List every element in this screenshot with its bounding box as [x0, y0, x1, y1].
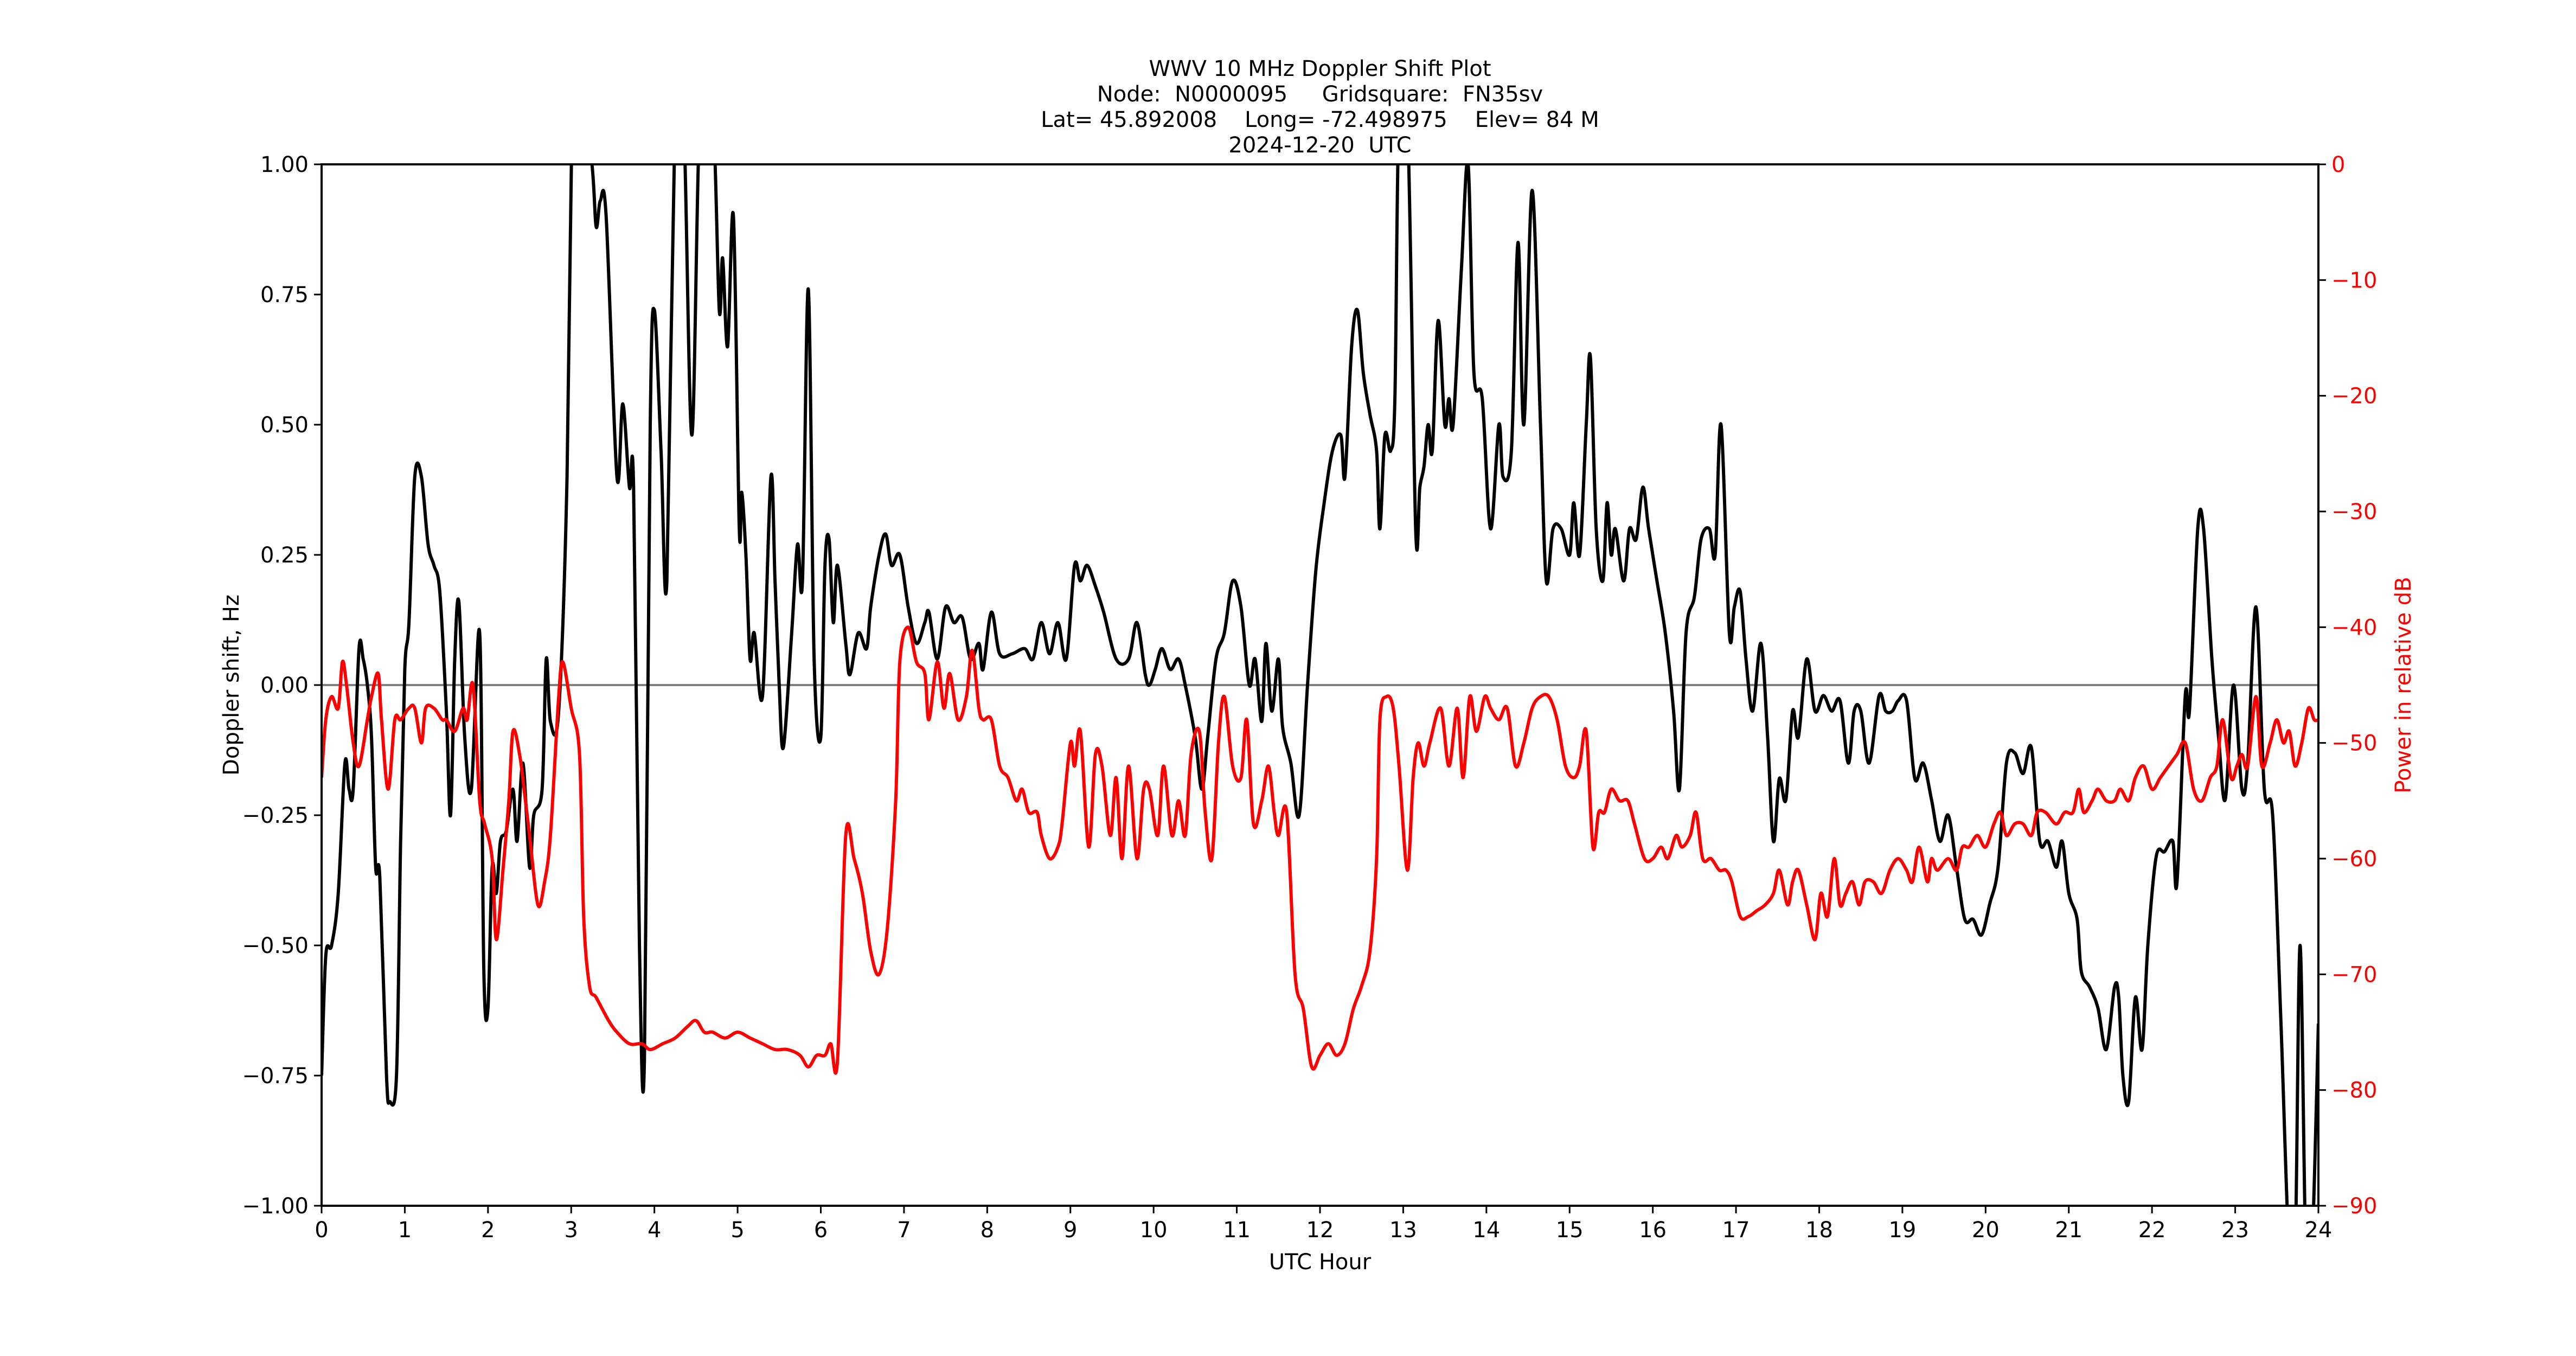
left-y-tick-label: 0.75 [260, 283, 309, 308]
right-y-tick-label: −20 [2331, 384, 2377, 409]
x-tick-label: 18 [1805, 1218, 1833, 1243]
x-tick-label: 1 [398, 1218, 412, 1243]
x-axis-label: UTC Hour [1269, 1250, 1372, 1275]
x-tick-label: 6 [814, 1218, 828, 1243]
power-db-line [322, 625, 2318, 1075]
title-line-main: WWV 10 MHz Doppler Shift Plot [1149, 56, 1491, 81]
left-y-tick-label: 0.00 [260, 673, 309, 698]
right-y-tick-label: −30 [2331, 500, 2377, 525]
x-tick-label: 7 [897, 1218, 911, 1243]
right-y-tick-label: −80 [2331, 1078, 2377, 1103]
left-y-tick-label: 1.00 [260, 152, 309, 177]
right-y-tick-label: −50 [2331, 731, 2377, 756]
x-tick-label: 20 [1972, 1218, 2000, 1243]
data-series-group [322, 164, 2318, 1206]
title-line-date: 2024-12-20 UTC [1228, 133, 1412, 158]
doppler-shift-line [322, 164, 2318, 1206]
x-tick-label: 19 [1888, 1218, 1916, 1243]
x-tick-label: 14 [1472, 1218, 1500, 1243]
right-y-tick-label: −70 [2331, 962, 2377, 987]
left-y-tick-label: −1.00 [242, 1194, 309, 1219]
right-y-axis-label: Power in relative dB [2391, 577, 2416, 793]
x-tick-label: 12 [1306, 1218, 1334, 1243]
left-y-axis-ticks: −1.00 −0.75 −0.50 −0.25 0.00 0.25 0.50 0.75 1.00 [242, 152, 322, 1219]
left-y-axis-label: Doppler shift, Hz [219, 594, 244, 776]
x-axis-ticks: 0 1 2 3 4 5 6 7 8 9 10 11 12 13 14 15 16 17 18 19 20 21 22 23 24 [315, 1206, 2332, 1243]
right-y-tick-label: 0 [2331, 152, 2345, 177]
x-tick-label: 3 [565, 1218, 578, 1243]
x-tick-label: 0 [315, 1218, 328, 1243]
x-tick-label: 13 [1389, 1218, 1417, 1243]
right-y-tick-label: −10 [2331, 268, 2377, 293]
x-tick-label: 11 [1223, 1218, 1251, 1243]
right-y-tick-label: −60 [2331, 847, 2377, 872]
x-tick-label: 2 [481, 1218, 495, 1243]
left-y-tick-label: 0.50 [260, 413, 309, 438]
chart-title: WWV 10 MHz Doppler Shift Plot Node: N000… [322, 56, 2318, 158]
x-tick-label: 4 [648, 1218, 661, 1243]
x-tick-label: 23 [2221, 1218, 2249, 1243]
x-tick-label: 24 [2305, 1218, 2333, 1243]
x-tick-label: 8 [981, 1218, 994, 1243]
x-tick-label: 21 [2055, 1218, 2082, 1243]
left-y-tick-label: −0.75 [242, 1064, 309, 1089]
left-y-tick-label: 0.25 [260, 543, 309, 568]
x-tick-label: 10 [1140, 1218, 1168, 1243]
x-tick-label: 15 [1556, 1218, 1584, 1243]
right-y-tick-label: −90 [2331, 1194, 2377, 1219]
x-tick-label: 9 [1063, 1218, 1077, 1243]
title-line-location: Lat= 45.892008 Long= -72.498975 Elev= 84… [1041, 107, 1599, 132]
left-y-tick-label: −0.50 [242, 933, 309, 958]
x-tick-label: 22 [2138, 1218, 2166, 1243]
left-y-tick-label: −0.25 [242, 803, 309, 828]
title-line-node: Node: N0000095 Gridsquare: FN35sv [1097, 82, 1543, 107]
x-tick-label: 16 [1639, 1218, 1667, 1243]
right-y-axis-ticks: −90 −80 −70 −60 −50 −40 −30 −20 −10 0 [2318, 152, 2377, 1219]
right-y-tick-label: −40 [2331, 615, 2377, 640]
x-tick-label: 5 [730, 1218, 744, 1243]
x-tick-label: 17 [1722, 1218, 1750, 1243]
